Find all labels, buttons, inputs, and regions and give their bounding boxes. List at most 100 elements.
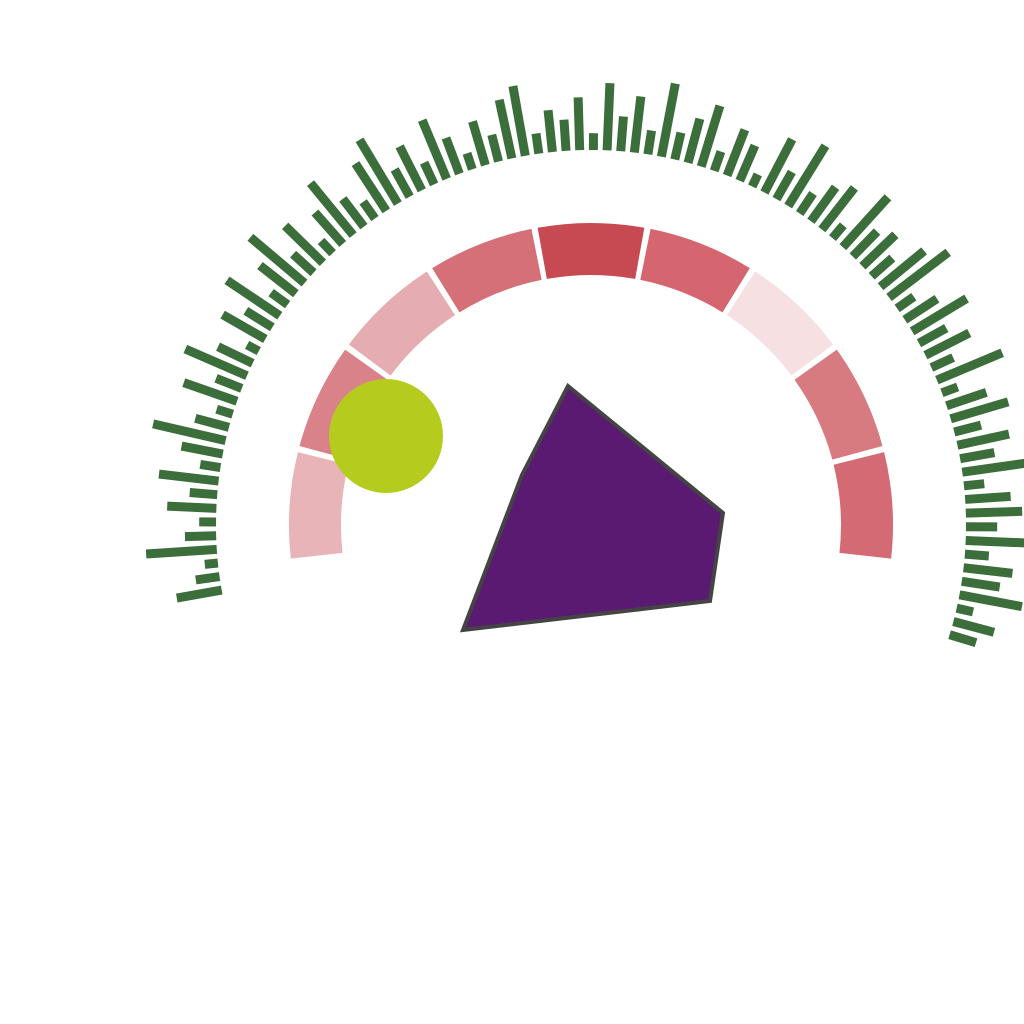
outer-tick — [194, 413, 231, 432]
outer-tick — [963, 479, 985, 491]
outer-tick — [839, 194, 892, 251]
outer-tick — [722, 128, 750, 178]
outer-tick-ring — [145, 82, 1024, 648]
outer-tick — [145, 544, 218, 559]
pointer-polygon — [459, 382, 726, 633]
outer-tick — [339, 196, 368, 230]
outer-tick — [418, 118, 451, 181]
outer-tick — [220, 310, 268, 343]
outer-tick — [245, 340, 261, 356]
outer-tick — [215, 404, 235, 419]
outer-tick — [183, 344, 249, 380]
outer-tick — [735, 143, 760, 183]
ring-segment — [537, 222, 645, 279]
outer-tick — [923, 329, 972, 360]
outer-tick — [709, 150, 726, 173]
outer-tick — [818, 185, 858, 233]
outer-tick — [963, 563, 1013, 578]
outer-tick — [559, 119, 571, 152]
outer-tick — [807, 184, 840, 224]
outer-tick — [886, 248, 951, 301]
outer-tick — [355, 137, 402, 206]
outer-tick — [961, 576, 1001, 592]
outer-tick — [243, 307, 275, 332]
outer-tick — [894, 292, 917, 313]
outer-tick — [656, 82, 680, 158]
outer-tick — [543, 109, 557, 153]
outer-tick — [859, 231, 899, 270]
outer-tick — [317, 237, 336, 257]
outer-tick — [964, 491, 1011, 504]
outer-tick — [948, 630, 978, 648]
outer-tick — [462, 151, 477, 171]
ring-segment — [289, 452, 349, 559]
outer-tick — [390, 167, 414, 199]
outer-tick — [167, 501, 217, 513]
outer-tick — [696, 104, 725, 168]
outer-tick — [395, 144, 426, 193]
ring-segment — [726, 271, 834, 376]
outer-tick — [573, 97, 585, 151]
outer-tick — [195, 572, 221, 585]
outer-tick — [949, 397, 1010, 424]
outer-tick — [531, 132, 544, 155]
outer-tick — [441, 136, 464, 176]
outer-tick — [494, 98, 517, 160]
ring-segment — [640, 228, 750, 313]
outer-tick — [199, 459, 222, 472]
outer-tick — [176, 585, 223, 603]
outer-tick — [247, 233, 308, 287]
outer-tick — [216, 342, 255, 368]
outer-tick — [748, 172, 762, 189]
outer-tick — [683, 117, 705, 164]
outer-tick — [311, 209, 347, 247]
outer-tick — [282, 222, 327, 267]
outer-tick — [902, 294, 940, 324]
outer-tick — [964, 549, 990, 561]
outer-tick — [152, 419, 227, 446]
outer-tick — [180, 441, 224, 459]
outer-tick — [224, 276, 283, 320]
outer-tick — [468, 120, 490, 167]
outer-tick — [359, 199, 379, 222]
outer-tick — [487, 133, 503, 163]
outer-tick — [643, 129, 656, 156]
outer-tick — [868, 254, 896, 280]
outer-tick — [772, 169, 796, 202]
outer-tick — [508, 85, 530, 157]
outer-tick — [784, 143, 830, 209]
outer-tick — [945, 388, 988, 410]
outer-tick — [760, 137, 797, 195]
outer-tick — [204, 558, 219, 569]
outer-tick — [257, 261, 299, 298]
outer-tick — [961, 458, 1024, 477]
outer-tick — [158, 469, 220, 486]
outer-tick — [955, 603, 975, 617]
segmented-arc-ring — [289, 222, 893, 559]
outer-tick — [616, 116, 628, 152]
outer-tick — [307, 180, 357, 238]
outer-tick — [602, 83, 615, 151]
outer-tick — [935, 348, 1004, 385]
outer-tick — [182, 378, 239, 406]
indicator-ball — [329, 379, 443, 493]
outer-tick — [351, 161, 391, 214]
outer-tick — [952, 617, 996, 637]
outer-tick — [849, 228, 881, 260]
outer-tick — [956, 429, 1010, 450]
outer-tick — [953, 420, 983, 437]
outer-tick — [184, 531, 217, 542]
outer-tick — [829, 222, 847, 242]
ring-segment — [348, 271, 456, 376]
outer-tick — [929, 353, 956, 372]
outer-tick — [290, 250, 317, 277]
outer-tick — [268, 288, 291, 309]
outer-tick — [940, 382, 960, 398]
outer-tick — [420, 160, 439, 187]
outer-tick — [877, 247, 927, 291]
outer-tick — [916, 324, 949, 348]
outer-tick — [958, 590, 1023, 612]
outer-tick — [189, 487, 218, 500]
